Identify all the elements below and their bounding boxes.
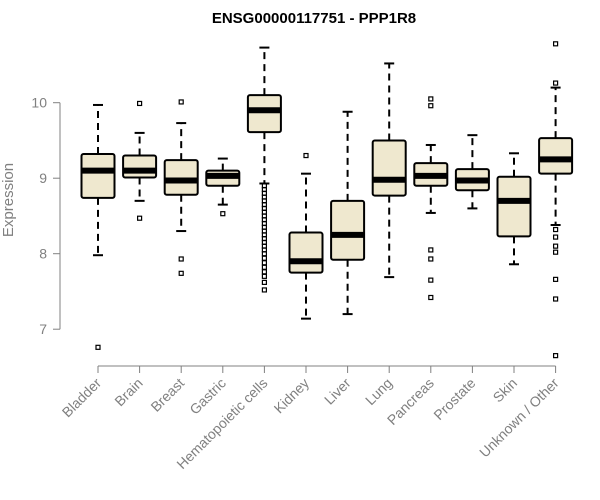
outlier-point	[261, 264, 267, 270]
box-kidney	[288, 152, 324, 320]
outlier-point	[428, 103, 434, 109]
y-axis-label: Expression	[0, 163, 17, 237]
outlier-point	[552, 234, 559, 240]
outlier-point	[220, 211, 226, 217]
box-lung	[371, 62, 407, 279]
y-tick-label: 9	[39, 170, 47, 186]
outlier-point	[428, 256, 434, 262]
outlier-point	[428, 96, 434, 102]
outlier-point	[178, 270, 184, 276]
iqr-box	[330, 199, 366, 261]
outlier-point	[428, 294, 434, 301]
outlier-point	[552, 226, 559, 233]
outlier-point	[261, 279, 267, 285]
outlier-point	[261, 255, 267, 261]
x-tick-label: Kidney	[271, 375, 313, 417]
iqr-box	[80, 153, 116, 199]
iqr-box	[288, 231, 324, 274]
iqr-box	[538, 137, 574, 175]
x-tick-label: Bladder	[59, 375, 105, 421]
x-tick-label: Breast	[147, 375, 187, 415]
y-tick-label: 7	[39, 321, 47, 337]
outlier-point	[137, 100, 143, 107]
outlier-point	[552, 276, 559, 282]
x-tick-label: Liver	[321, 375, 354, 408]
boxes-layer	[80, 41, 574, 359]
x-tick-label: Skin	[490, 375, 521, 406]
outlier-point	[261, 273, 267, 279]
y-tick-label: 10	[31, 95, 47, 111]
outlier-point	[261, 260, 267, 266]
chart-title: ENSG00000117751 - PPP1R8	[212, 10, 416, 27]
outlier-point	[178, 256, 184, 262]
outlier-point	[178, 99, 184, 105]
outlier-point	[552, 353, 559, 359]
outlier-point	[261, 269, 267, 275]
box-gastric	[205, 157, 241, 217]
x-tick-label: Brain	[111, 375, 145, 409]
box-pancreas	[413, 96, 449, 301]
x-tick-label: Unknown / Other	[476, 375, 562, 461]
outlier-point	[261, 183, 267, 189]
x-tick-label: Lung	[362, 375, 395, 408]
iqr-box	[496, 175, 532, 238]
y-tick-label: 8	[39, 246, 47, 262]
outlier-point	[552, 296, 559, 302]
box-brain	[122, 100, 158, 221]
iqr-box	[122, 154, 158, 179]
outlier-point	[137, 215, 143, 221]
box-breast	[163, 99, 199, 276]
box-bladder	[80, 103, 116, 350]
box-hematopoietic-cells	[246, 46, 282, 293]
outlier-point	[552, 80, 559, 86]
outlier-point	[95, 344, 101, 350]
outlier-point	[552, 249, 559, 255]
iqr-box	[246, 94, 282, 134]
outlier-point	[303, 152, 309, 159]
box-skin	[496, 152, 532, 266]
outlier-point	[428, 277, 434, 283]
box-unknown-other	[538, 41, 574, 359]
outlier-point	[428, 247, 434, 253]
box-liver	[330, 110, 366, 316]
y-axis: 7 8 9 10	[31, 95, 61, 337]
box-prostate	[454, 134, 490, 210]
outlier-point	[552, 243, 559, 249]
iqr-box	[163, 159, 199, 196]
iqr-box	[371, 139, 407, 197]
outlier-point	[261, 287, 267, 293]
x-tick-label: Prostate	[430, 375, 478, 423]
outlier-point	[552, 41, 559, 47]
